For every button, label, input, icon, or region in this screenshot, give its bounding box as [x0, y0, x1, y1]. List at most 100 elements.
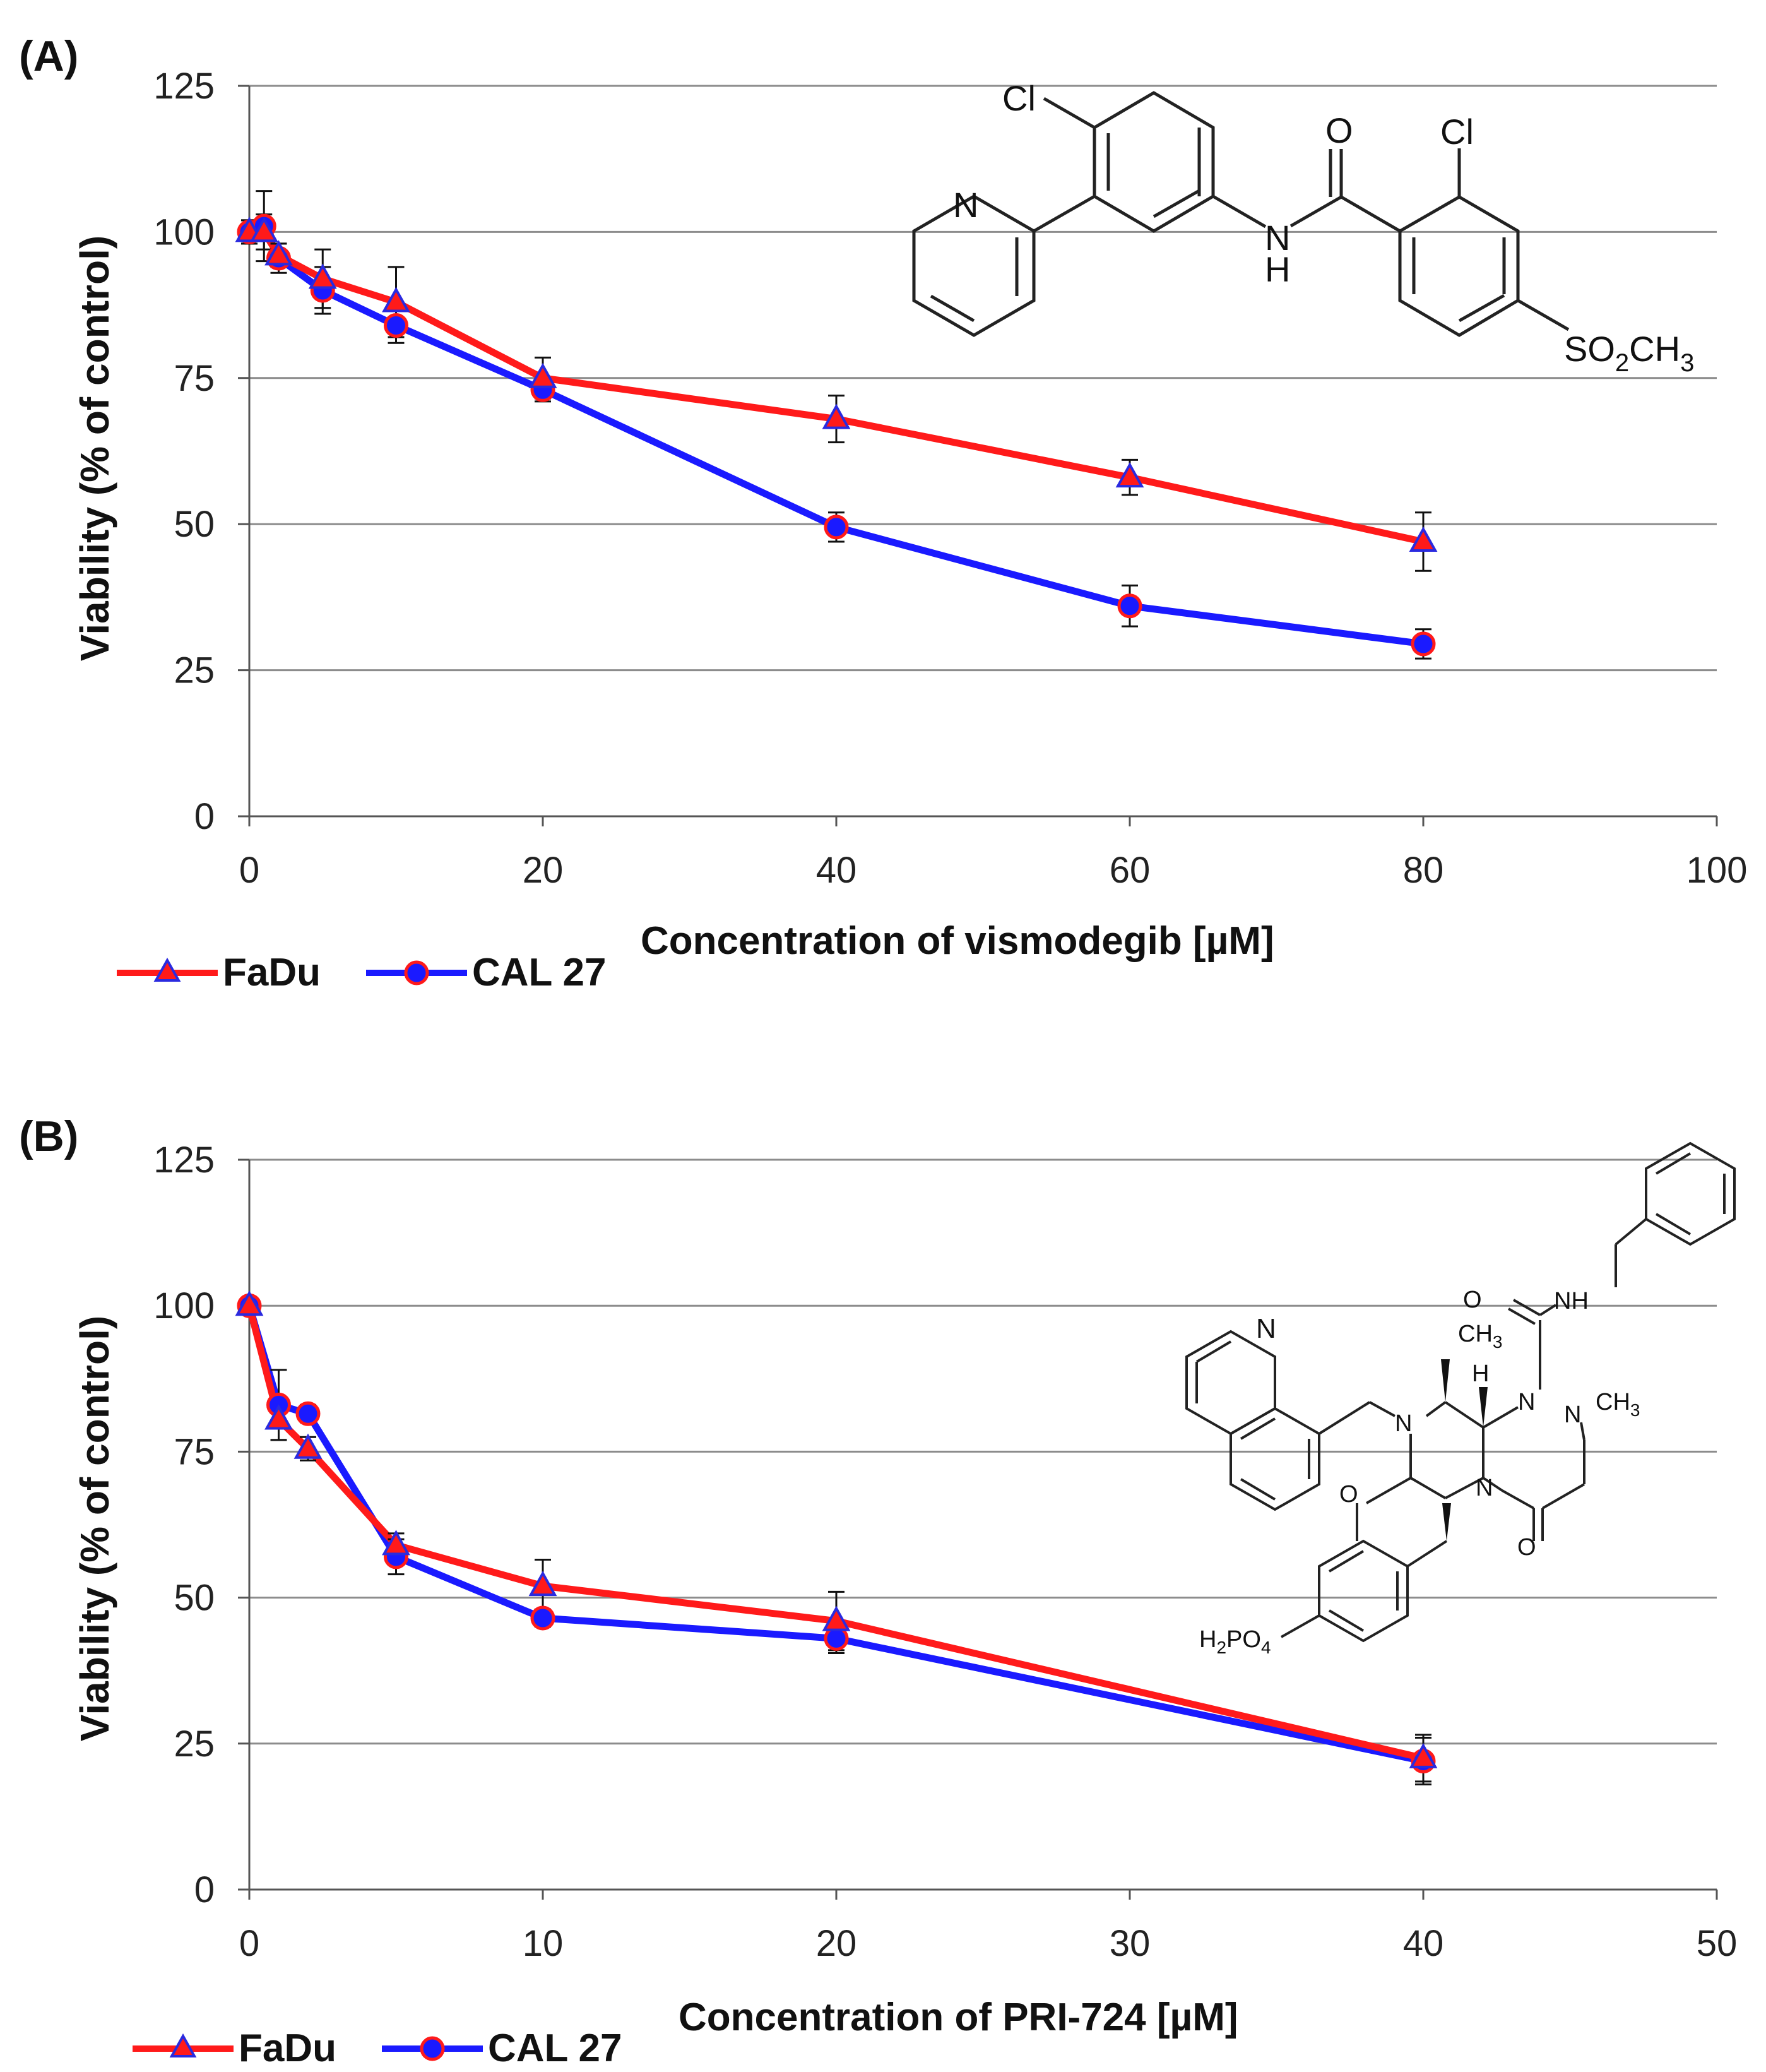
x-tick-label: 0: [239, 1923, 259, 1964]
struct-o-left: O: [1339, 1481, 1358, 1508]
y-tick-label: 125: [153, 1140, 215, 1181]
y-tick-label: 100: [153, 211, 215, 253]
data-point-fadu: [528, 1571, 557, 1597]
y-tick-label: 75: [174, 1431, 215, 1472]
pri724-wedges: [1441, 1359, 1488, 1541]
struct-ch3-right-text: CH: [1596, 1389, 1630, 1415]
x-tick-label: 30: [1110, 1923, 1151, 1964]
struct-o-top: O: [1463, 1287, 1482, 1313]
x-tick-label: 20: [523, 850, 564, 891]
legend-label-fadu: FaDu: [223, 951, 321, 994]
struct-o-bottom: O: [1517, 1534, 1536, 1561]
struct-ch3-right: CH3: [1596, 1389, 1640, 1420]
struct-cl-label: Cl: [1002, 78, 1036, 118]
x-tick-label: 40: [816, 850, 857, 891]
x-axis-label: Concentration of PRI-724 [µM]: [679, 1996, 1238, 2039]
legend-swatch-fadu: [117, 957, 218, 982]
data-point-cal27: [295, 1401, 321, 1426]
data-point-cal27: [530, 1605, 555, 1631]
pri724-structure: [1185, 1141, 1736, 1643]
x-tick-label: 40: [1403, 1923, 1444, 1964]
data-point-cal27: [1411, 631, 1436, 657]
y-tick-label: 125: [153, 66, 215, 107]
struct-so: SO: [1564, 329, 1615, 369]
data-point-cal27: [1117, 593, 1142, 619]
struct-n-quinoline: N: [1256, 1313, 1276, 1344]
data-point-fadu: [1409, 1742, 1438, 1768]
series-line-cal27: [246, 1304, 1425, 1765]
data-point-fadu: [235, 1290, 264, 1316]
y-tick-label: 25: [174, 650, 215, 691]
y-tick-label: 100: [153, 1285, 215, 1326]
x-tick-label: 100: [1686, 850, 1748, 891]
struct-n4: N: [1476, 1475, 1493, 1501]
struct-ch3-top-sub: 3: [1493, 1332, 1503, 1352]
legend-item-fadu: FaDu: [117, 950, 321, 995]
data-point-cal27: [824, 515, 849, 540]
x-tick-label: 50: [1697, 1923, 1738, 1964]
struct-n1: N: [1518, 1389, 1535, 1415]
data-point-fadu: [308, 263, 337, 289]
struct-ch-sub: 3: [1680, 349, 1694, 377]
struct-nh: NH: [1554, 1288, 1589, 1314]
struct-n2: N: [1564, 1402, 1581, 1428]
data-point-fadu: [382, 1530, 410, 1556]
x-tick-label: 0: [239, 850, 259, 891]
struct-ch3-top: CH3: [1458, 1321, 1502, 1352]
data-point-fadu: [382, 287, 410, 313]
data-point-fadu: [1115, 462, 1144, 488]
struct-h: H: [1472, 1360, 1489, 1387]
struct-ch3-top-text: CH: [1458, 1321, 1493, 1347]
x-tick-label: 80: [1403, 850, 1444, 891]
struct-h2po4-po: PO: [1226, 1626, 1261, 1653]
legend-item-cal27: CAL 27: [366, 950, 607, 995]
data-point-cal27: [384, 313, 408, 338]
series-line-fadu: [249, 228, 1425, 545]
struct-nh-h-label: H: [1265, 249, 1290, 289]
x-tick-label: 10: [523, 1923, 564, 1964]
y-tick-label: 50: [174, 504, 215, 545]
data-point-fadu: [822, 403, 851, 429]
data-point-fadu: [264, 1404, 293, 1430]
data-point-fadu: [249, 217, 278, 242]
struct-n3: N: [1395, 1410, 1412, 1437]
panel-label: (B): [19, 1112, 79, 1160]
y-tick-label: 50: [174, 1578, 215, 1619]
chart-a: 0 25 50 75 100 125 0 20 40 60 80 100 Cl N: [153, 66, 1748, 891]
vismodegib-structure: [912, 91, 1570, 337]
struct-h2po4-h: H: [1199, 1626, 1216, 1653]
struct-ch: CH: [1629, 329, 1680, 369]
legend-label-cal27: CAL 27: [472, 951, 607, 994]
legend-label-cal27: CAL 27: [488, 2027, 622, 2070]
struct-o-label: O: [1325, 110, 1353, 150]
panel-label: (A): [19, 32, 79, 80]
data-point-fadu: [822, 1605, 851, 1631]
x-tick-label: 20: [816, 1923, 857, 1964]
struct-so2ch3-label: SO2CH3: [1564, 329, 1694, 377]
panel-b: (B) Viability (% of control) Concentrati…: [0, 1036, 1766, 2072]
legend-swatch-cal27: [366, 960, 467, 985]
y-tick-label: 0: [194, 1869, 215, 1910]
struct-h2po4-2: 2: [1216, 1638, 1226, 1657]
legend-swatch-cal27: [382, 2036, 483, 2061]
data-point-fadu: [293, 1433, 323, 1459]
legend-label-fadu: FaDu: [239, 2027, 336, 2070]
legend-swatch-fadu: [133, 2033, 234, 2057]
x-tick-label: 60: [1110, 850, 1151, 891]
panel-a: (A) Viability (% of control) Concentrati…: [19, 32, 1748, 995]
data-point-fadu: [264, 240, 293, 266]
y-tick-label: 75: [174, 358, 215, 399]
legend-item-fadu: FaDu: [133, 2026, 336, 2071]
struct-so-sub: 2: [1615, 349, 1629, 377]
legend-item-cal27: CAL 27: [382, 2026, 622, 2071]
y-tick-label: 0: [194, 796, 215, 837]
struct-h2po4: H2PO4: [1199, 1626, 1271, 1657]
struct-ch3-right-sub: 3: [1630, 1400, 1640, 1420]
chart-b: 0 25 50 75 100 125 0 10 20 30 40 50: [153, 1140, 1738, 1964]
x-axis-label: Concentration of vismodegib [µM]: [641, 919, 1274, 963]
struct-cl2-label: Cl: [1440, 112, 1474, 152]
y-tick-label: 25: [174, 1724, 215, 1765]
struct-h2po4-4: 4: [1261, 1638, 1271, 1657]
data-point-fadu: [528, 362, 557, 388]
data-point-fadu: [1409, 526, 1438, 552]
